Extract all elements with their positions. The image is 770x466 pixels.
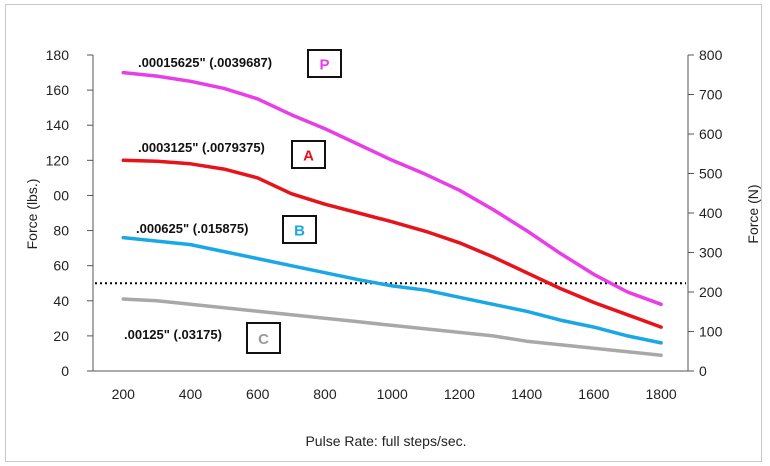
- x-tick-label: 400: [179, 386, 203, 402]
- series-label-b: .000625" (.015875): [136, 221, 248, 236]
- series-line-a: [121, 158, 663, 329]
- series-letter-box-a: [291, 140, 326, 169]
- y-tick-label-right: 700: [699, 87, 723, 103]
- series-letter-box-p: [307, 49, 342, 78]
- series-letter-b: B: [294, 223, 305, 240]
- y-tick-label-right: 0: [699, 363, 707, 379]
- y-tick-label-right: 300: [699, 245, 723, 261]
- series-letter-box-b: [282, 215, 317, 244]
- y-tick-label-left: 80: [53, 223, 69, 239]
- y-tick-label-left: 160: [46, 82, 70, 98]
- x-tick-label: 600: [246, 386, 270, 402]
- y-tick-label-right: 800: [699, 47, 723, 63]
- x-tick-label: 1400: [511, 386, 542, 402]
- series-letter-a: A: [303, 148, 314, 165]
- y-tick-label-left: 60: [53, 258, 69, 274]
- x-tick-label: 1000: [377, 386, 408, 402]
- x-tick-label: 800: [313, 386, 337, 402]
- x-axis-title: Pulse Rate: full steps/sec.: [305, 433, 466, 449]
- y-tick-label-left: 40: [53, 293, 69, 309]
- y-tick-label-left: 0: [61, 363, 69, 379]
- y-tick-label-left: 120: [46, 152, 70, 168]
- y-tick-label-right: 200: [699, 284, 723, 300]
- series-label-c: .00125" (.03175): [124, 327, 222, 342]
- series-letter-box-c: [246, 322, 281, 354]
- y-tick-label-left: 180: [46, 47, 70, 63]
- y-tick-label-left: 20: [53, 328, 69, 344]
- x-tick-label: 1200: [444, 386, 475, 402]
- series-letter-c: C: [258, 331, 269, 348]
- y-tick-label-left: 00: [53, 187, 69, 203]
- y-tick-label-right: 600: [699, 126, 723, 142]
- x-tick-label: 200: [112, 386, 136, 402]
- y-axis-title-left: Force (lbs.): [24, 179, 40, 250]
- y-tick-label-right: 100: [699, 324, 723, 340]
- chart-frame: [5, 4, 762, 462]
- y-axis-title-right: Force (N): [745, 184, 761, 243]
- y-tick-label-right: 400: [699, 205, 723, 221]
- series-label-a: .0003125" (.0079375): [138, 140, 265, 155]
- y-tick-label-right: 500: [699, 166, 723, 182]
- x-tick-label: 1600: [578, 386, 609, 402]
- series-line-p: [121, 70, 663, 307]
- series-line-b: [121, 235, 663, 345]
- series-label-p: .00015625" (.0039687): [138, 55, 272, 70]
- y-tick-label-left: 140: [46, 117, 70, 133]
- x-tick-label: 1800: [646, 386, 677, 402]
- series-letter-p: P: [319, 57, 329, 74]
- series-line-c: [121, 297, 663, 357]
